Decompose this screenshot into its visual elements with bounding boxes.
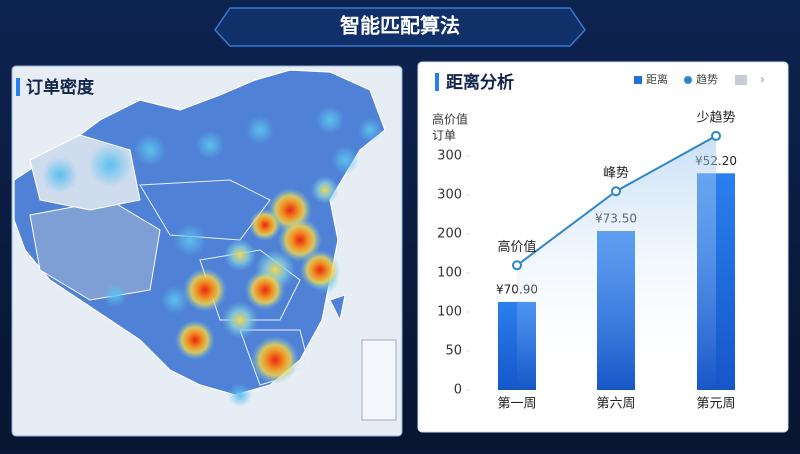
legend-label: 趋势 (696, 73, 718, 86)
map-panel: 订单密度 (11, 65, 403, 437)
title-accent (16, 78, 20, 96)
heat-spot (246, 116, 274, 144)
y-tick-label: 200 (437, 227, 462, 242)
point-label: 高价值 (497, 239, 536, 255)
heat-spot (228, 383, 252, 407)
map-inset (361, 339, 397, 421)
heat-spot (278, 218, 322, 262)
heat-layer (42, 106, 382, 407)
y-axis-label: 订单 (432, 129, 456, 143)
heat-spot (316, 106, 344, 134)
heat-spot (358, 118, 382, 142)
trend-point (512, 260, 522, 271)
heat-spot (175, 320, 215, 360)
x-tick-label: 第六周 (596, 397, 635, 412)
y-tick-label: 100 (437, 266, 462, 281)
point-label: 少趋势 (696, 109, 735, 125)
legend-swatch (684, 76, 692, 84)
heat-spot (311, 176, 339, 204)
y-axis-label: 高价值 (432, 112, 468, 127)
heat-spot (88, 143, 132, 187)
heat-spot (42, 157, 78, 193)
x-tick-label: 第元周 (696, 397, 735, 412)
y-tick-label: 300 (437, 188, 462, 203)
x-tick-label: 第一周 (497, 397, 536, 412)
heat-spot (251, 336, 299, 384)
y-tick-label: 0 (454, 383, 462, 398)
plot: 050100100200300300第一周第六周第元周距离趋势¥70.90¥73… (437, 72, 737, 412)
y-tick-label: 100 (437, 305, 462, 320)
trend-point (711, 130, 721, 141)
chart-title: 距离分析 (446, 72, 514, 93)
legend-label: 距离 (646, 72, 668, 86)
page-title: 智能匹配算法 (340, 14, 460, 38)
map-island (329, 294, 346, 322)
trend-area (517, 135, 716, 390)
y-tick-label: 50 (445, 344, 462, 359)
y-tick-label: 300 (437, 149, 462, 164)
point-label: 峰势 (603, 165, 629, 181)
heat-spot (174, 224, 206, 256)
heat-spot (224, 239, 256, 271)
heat-spot (183, 268, 227, 312)
heat-spot (249, 209, 281, 241)
trend-point (611, 186, 621, 197)
title-banner (214, 7, 586, 47)
title-accent (435, 73, 439, 91)
legend-next[interactable]: › (760, 73, 765, 87)
heat-spot (103, 283, 127, 307)
heat-spot (245, 270, 285, 310)
legend-toggle[interactable] (735, 75, 747, 85)
heat-spot (134, 134, 166, 166)
heat-spot (331, 146, 359, 174)
heat-spot (196, 131, 224, 159)
legend-swatch (634, 76, 642, 84)
heat-spot (161, 286, 189, 314)
heat-spot (300, 250, 340, 290)
heat-spot (222, 302, 258, 338)
map-title: 订单密度 (26, 77, 95, 98)
